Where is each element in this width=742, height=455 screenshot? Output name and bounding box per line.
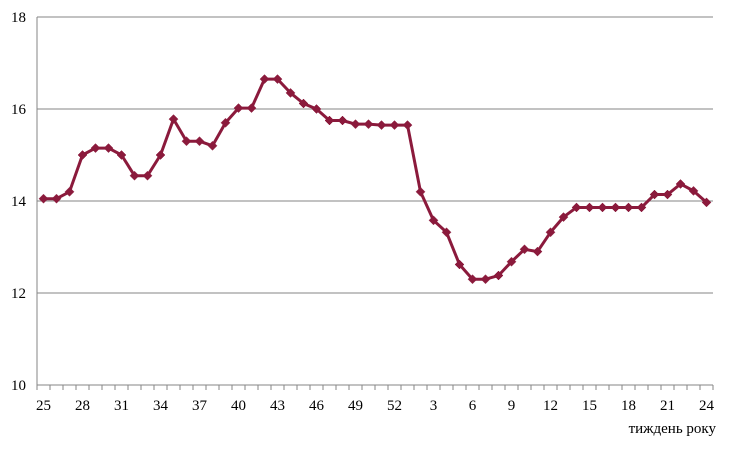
data-point-marker (662, 189, 673, 200)
data-point-marker (415, 186, 426, 197)
x-tick-label: 46 (309, 398, 325, 414)
data-point-marker (77, 150, 88, 160)
data-point-marker (402, 120, 413, 130)
data-point-marker (428, 215, 439, 226)
data-point-marker (155, 150, 166, 160)
data-point-marker (623, 202, 634, 213)
data-point-marker (324, 115, 335, 126)
data-point-marker (233, 103, 244, 113)
x-tick-label: 9 (508, 398, 516, 414)
data-point-marker (129, 170, 140, 181)
data-point-marker (454, 259, 465, 270)
data-point-marker (467, 274, 478, 285)
data-point-marker (545, 227, 556, 238)
x-axis-label: тиждень року (629, 421, 717, 437)
x-tick-label: 52 (387, 398, 402, 414)
x-tick-label: 6 (469, 398, 477, 414)
x-tick-label: 3 (430, 398, 438, 414)
data-point-marker (649, 189, 660, 200)
data-point-marker (103, 143, 114, 153)
data-point-marker (51, 193, 62, 204)
data-point-marker (493, 270, 504, 281)
x-tick-label: 25 (36, 398, 51, 414)
data-point-marker (90, 143, 101, 153)
y-tick-label: 12 (11, 286, 26, 302)
x-tick-labels: 25 28 31 34 37 40 43 46 49 52 3 6 9 12 15 18 21 24 (36, 398, 715, 414)
data-point-marker (610, 202, 621, 213)
data-point-marker (337, 115, 348, 126)
data-point-marker (480, 274, 491, 285)
series (38, 74, 712, 285)
data-point-marker (597, 202, 608, 213)
data-point-marker (181, 136, 192, 147)
data-point-marker (311, 104, 322, 114)
x-tick-label: 37 (192, 398, 208, 414)
data-point-marker (194, 136, 205, 147)
y-tick-label: 16 (11, 102, 27, 118)
data-point-marker (207, 140, 218, 151)
data-point-marker (584, 202, 595, 213)
data-point-marker (519, 244, 530, 255)
x-tick-label: 43 (270, 398, 285, 414)
data-point-marker (532, 246, 543, 257)
x-tick-label: 12 (543, 398, 558, 414)
y-tick-labels: 10 12 14 16 18 (11, 10, 27, 394)
x-tick-label: 24 (699, 398, 715, 414)
data-point-marker (571, 202, 582, 213)
data-point-marker (688, 186, 699, 196)
data-point-marker (376, 120, 387, 130)
data-point-marker (259, 74, 270, 84)
data-point-marker (636, 202, 647, 213)
data-point-marker (168, 114, 179, 124)
data-point-marker (246, 103, 257, 113)
data-point-marker (441, 227, 452, 238)
y-tick-label: 14 (11, 194, 27, 210)
data-point-marker (38, 193, 49, 204)
data-point-marker (363, 119, 374, 130)
data-point-marker (389, 120, 400, 130)
y-tick-label: 18 (11, 10, 26, 26)
x-tick-label: 34 (153, 398, 169, 414)
data-point-marker (506, 256, 517, 267)
grid (37, 16, 713, 294)
x-tick-label: 49 (348, 398, 363, 414)
x-tick-label: 18 (621, 398, 636, 414)
x-tick-label: 31 (114, 398, 129, 414)
data-point-marker (116, 150, 127, 160)
data-point-marker (558, 212, 569, 222)
data-point-marker (272, 74, 283, 84)
x-tick-label: 28 (75, 398, 90, 414)
axes (36, 17, 714, 390)
x-tick-label: 21 (660, 398, 675, 414)
data-point-marker (142, 170, 153, 181)
data-point-marker (220, 117, 231, 128)
series-line (43, 77, 708, 281)
data-point-marker (285, 88, 296, 98)
data-point-marker (64, 186, 75, 197)
data-point-marker (298, 98, 309, 109)
x-tick-label: 40 (231, 398, 246, 414)
data-point-marker (701, 197, 712, 208)
data-point-marker (675, 179, 686, 189)
data-point-marker (350, 119, 361, 130)
x-tick-label: 15 (582, 398, 597, 414)
y-tick-label: 10 (11, 378, 26, 394)
